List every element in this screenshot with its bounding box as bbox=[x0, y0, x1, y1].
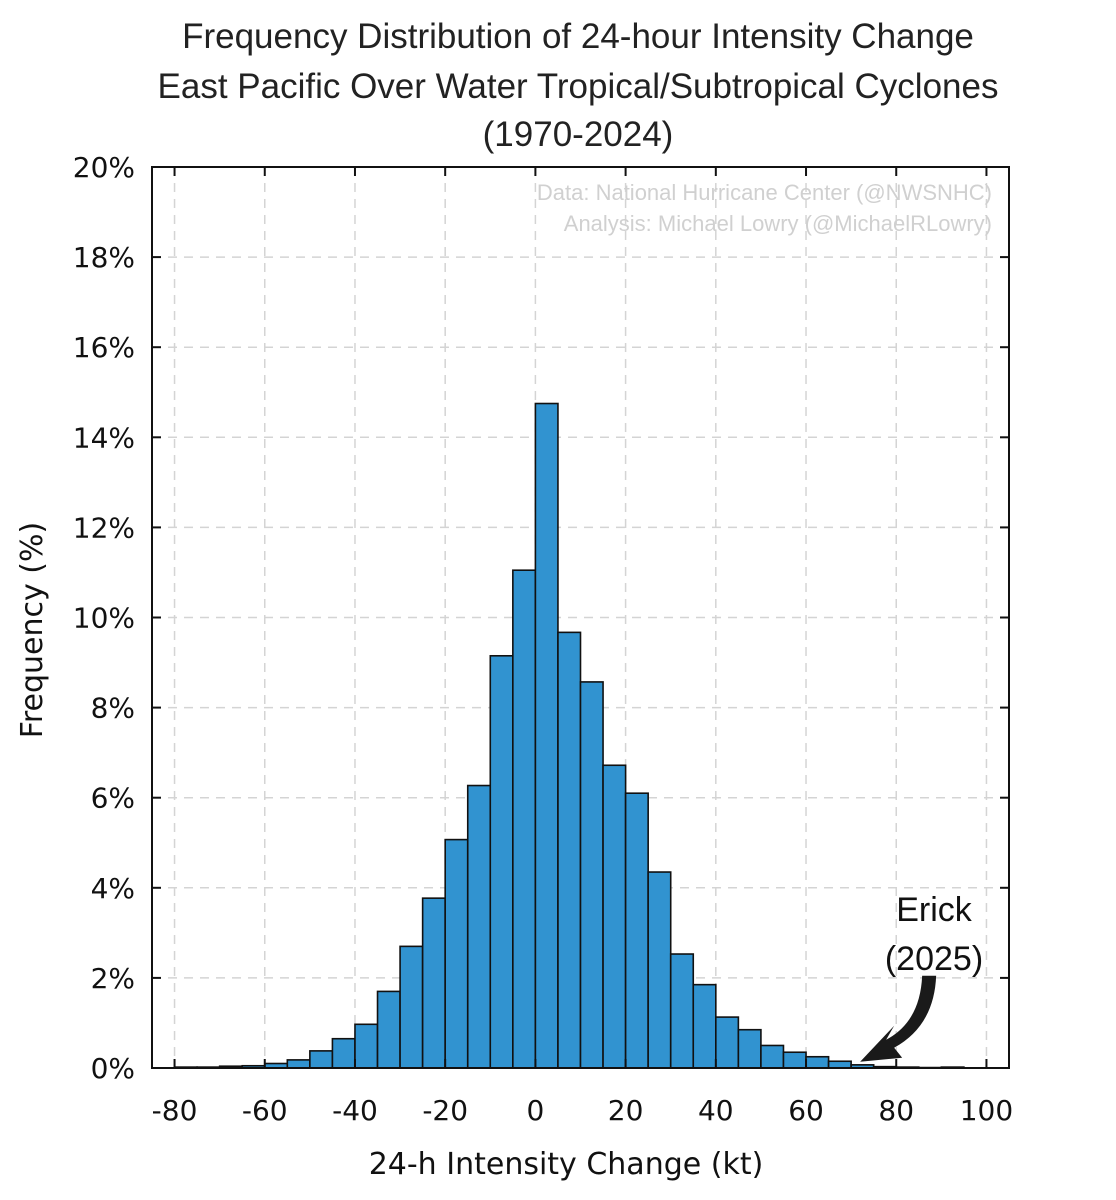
histogram-bar bbox=[715, 1016, 740, 1069]
histogram-bar bbox=[512, 569, 537, 1069]
histogram-bar bbox=[309, 1050, 334, 1069]
x-tick-label: 20 bbox=[608, 1094, 644, 1127]
y-tick-label: 4% bbox=[91, 872, 135, 905]
histogram-bar bbox=[489, 654, 514, 1069]
histogram-bar bbox=[782, 1051, 807, 1069]
annotation-name: Erick bbox=[896, 891, 973, 929]
x-tick-label: 80 bbox=[878, 1094, 914, 1127]
y-tick-label: 16% bbox=[73, 331, 135, 364]
histogram-bar bbox=[444, 838, 469, 1069]
x-tick-label: -60 bbox=[242, 1094, 288, 1127]
analysis-credit: Analysis: Michael Lowry (@MichaelRLowry) bbox=[564, 211, 992, 236]
histogram-bar bbox=[331, 1037, 356, 1069]
axis-ticks bbox=[152, 166, 1009, 1069]
histogram-bar bbox=[557, 631, 582, 1069]
histogram-bar bbox=[466, 784, 492, 1069]
erick-annotation: Erick (2025) bbox=[860, 891, 983, 1062]
histogram-bar bbox=[737, 1028, 762, 1069]
y-tick-label: 0% bbox=[91, 1052, 135, 1085]
chart-title-line-1: Frequency Distribution of 24-hour Intens… bbox=[182, 17, 974, 56]
histogram-bar bbox=[760, 1044, 785, 1069]
histogram-bar bbox=[624, 792, 649, 1069]
annotation-arrow-icon bbox=[860, 975, 937, 1062]
chart-title-line-2: East Pacific Over Water Tropical/Subtrop… bbox=[158, 67, 999, 106]
histogram-bar bbox=[579, 681, 604, 1069]
x-tick-label: -20 bbox=[422, 1094, 468, 1127]
histogram-bar bbox=[354, 1023, 379, 1069]
histogram-bar bbox=[399, 945, 424, 1069]
y-tick-label: 18% bbox=[73, 241, 135, 274]
histogram-bar bbox=[376, 990, 401, 1069]
histogram-bars bbox=[173, 402, 965, 1069]
y-tick-labels: 0% 2% 4% 6% 8% 10% 12% 14% 16% 18% 20% bbox=[73, 151, 135, 1085]
y-axis-label: Frequency (%) bbox=[15, 522, 50, 738]
x-tick-label: -80 bbox=[152, 1094, 198, 1127]
y-tick-label: 2% bbox=[91, 962, 135, 995]
histogram-bar bbox=[827, 1060, 852, 1069]
x-tick-labels: -80 -60 -40 -20 0 20 40 60 80 100 bbox=[152, 1094, 1013, 1127]
chart-title-line-3: (1970-2024) bbox=[483, 115, 674, 154]
x-tick-label: 100 bbox=[960, 1094, 1013, 1127]
x-axis-label: 24-h Intensity Change (kt) bbox=[369, 1147, 764, 1182]
histogram-bar bbox=[602, 764, 627, 1069]
annotation-year: (2025) bbox=[885, 940, 983, 978]
histogram-bar bbox=[421, 897, 446, 1069]
y-tick-label: 12% bbox=[73, 511, 135, 544]
histogram-bar bbox=[669, 953, 695, 1069]
x-tick-label: 40 bbox=[698, 1094, 734, 1127]
x-tick-label: -40 bbox=[332, 1094, 378, 1127]
y-tick-label: 10% bbox=[73, 602, 135, 635]
y-tick-label: 14% bbox=[73, 421, 135, 454]
data-credit: Data: National Hurricane Center (@NWSNHC… bbox=[537, 180, 992, 205]
y-tick-label: 6% bbox=[91, 782, 135, 815]
x-tick-label: 60 bbox=[788, 1094, 824, 1127]
histogram-bar bbox=[286, 1059, 311, 1069]
histogram-bar bbox=[534, 402, 559, 1069]
y-tick-label: 8% bbox=[91, 692, 135, 725]
histogram-bar bbox=[692, 983, 717, 1069]
y-tick-label: 20% bbox=[73, 151, 135, 184]
x-tick-label: 0 bbox=[526, 1094, 544, 1127]
histogram-bar bbox=[805, 1055, 830, 1069]
histogram-bar bbox=[647, 871, 672, 1069]
